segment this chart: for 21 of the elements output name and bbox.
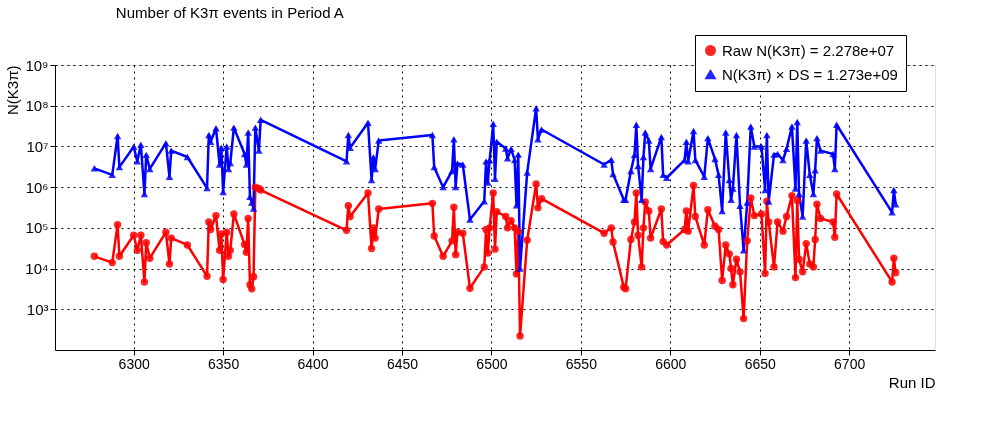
legend-label: Raw N(K3π) = 2.278e+07: [722, 41, 895, 59]
y-tick-label: 10⁷: [26, 137, 49, 155]
y-tick-label: 10⁴: [25, 260, 49, 278]
y-tick-label: 10⁸: [25, 97, 49, 115]
x-tick-label: 6300: [118, 355, 150, 372]
x-tick-label: 6650: [744, 355, 776, 372]
x-tick-label: 6450: [386, 355, 419, 372]
x-axis-title: Run ID: [888, 373, 936, 391]
legend-label: N(K3π) × DS = 1.273e+09: [722, 65, 898, 83]
y-tick-label: 10⁶: [25, 178, 49, 196]
y-tick-label: 10⁹: [25, 56, 49, 74]
x-tick-label: 6600: [655, 355, 687, 372]
chart-title: Number of K3π events in Period A: [115, 3, 344, 21]
x-tick-label: 6550: [565, 355, 598, 372]
x-tick-label: 6350: [208, 355, 240, 372]
x-tick-label: 6500: [476, 355, 508, 372]
y-tick-label: 10⁵: [25, 219, 49, 237]
x-tick-label: 6400: [297, 355, 329, 372]
y-axis-title: N(K3π): [4, 65, 22, 116]
x-tick-label: 6700: [834, 355, 866, 372]
y-tick-label: 10³: [26, 300, 49, 318]
